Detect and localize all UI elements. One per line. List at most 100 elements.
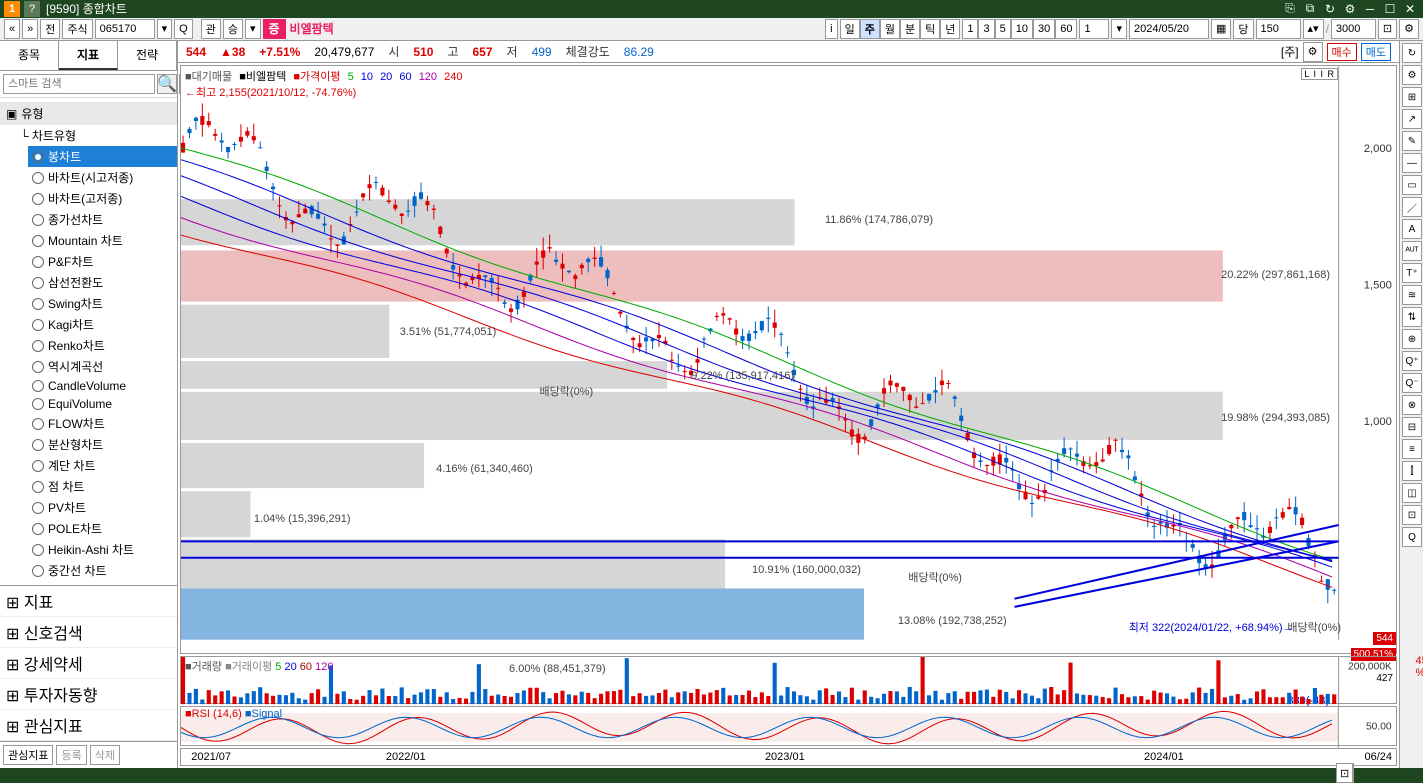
period-일[interactable]: 일 — [840, 19, 860, 39]
bottom-tree-지표[interactable]: ⊞ 지표 — [0, 586, 177, 617]
gear-icon[interactable]: ⚙ — [1399, 19, 1419, 39]
tool-icon-12[interactable]: ⇅ — [1402, 307, 1422, 327]
chart-type-item[interactable]: 점 차트 — [28, 476, 177, 497]
prev-day-button[interactable]: 전 — [40, 19, 60, 39]
minimize-icon[interactable]: ─ — [1361, 1, 1379, 17]
tool-icon-11[interactable]: ≋ — [1402, 285, 1422, 305]
dropdown-icon[interactable]: ▾ — [245, 19, 261, 39]
rsi-chart[interactable]: ■RSI (14,6) ■Signal 50.00 — [180, 706, 1397, 746]
maximize-icon[interactable]: ☐ — [1381, 1, 1399, 17]
period-분[interactable]: 분 — [900, 19, 920, 39]
tool-icon-4[interactable]: ✎ — [1402, 131, 1422, 151]
n1-spinner-icon[interactable]: ▴▾ — [1303, 19, 1324, 39]
n1-input[interactable] — [1256, 19, 1301, 39]
volume-chart[interactable]: ■거래량 ■거래이평 5 20 60 120 200,000K — [180, 656, 1397, 704]
mode-icon[interactable]: ⊡ — [1378, 19, 1397, 39]
dang-button[interactable]: 당 — [1233, 19, 1253, 39]
tool-icon-20[interactable]: ◫ — [1402, 483, 1422, 503]
sell-button[interactable]: 매도 — [1361, 43, 1391, 61]
chart-type-item[interactable]: Mountain 차트 — [28, 230, 177, 251]
pin-icon[interactable]: ⎘ — [1281, 1, 1299, 17]
search-icon[interactable]: 🔍 — [157, 74, 177, 94]
calendar-icon[interactable]: ▦ — [1211, 19, 1231, 39]
tool-icon-17[interactable]: ⊟ — [1402, 417, 1422, 437]
copy-icon[interactable]: ⧉ — [1301, 1, 1319, 17]
tab-전략[interactable]: 전략 — [118, 41, 177, 70]
num-10[interactable]: 10 — [1011, 19, 1033, 39]
chart-type-item[interactable]: P&F차트 — [28, 251, 177, 272]
tool-icon-14[interactable]: Q⁺ — [1402, 351, 1422, 371]
chart-type-item[interactable]: CandleVolume — [28, 377, 177, 395]
chart-type-item[interactable]: 계단 차트 — [28, 455, 177, 476]
tool-icon-1[interactable]: ⚙ — [1402, 65, 1422, 85]
n2-input[interactable] — [1331, 19, 1376, 39]
bottom-tree-관심지표[interactable]: ⊞ 관심지표 — [0, 710, 177, 741]
footer-interest-button[interactable]: 관심지표 — [3, 745, 53, 765]
tool-icon-21[interactable]: ⊡ — [1402, 505, 1422, 525]
seung-button[interactable]: 승 — [223, 19, 243, 39]
chart-type-item[interactable]: 바차트(고저종) — [28, 188, 177, 209]
search-input[interactable] — [3, 74, 155, 94]
nav-back-button[interactable]: « — [4, 19, 20, 39]
tool-icon-10[interactable]: T⁺ — [1402, 263, 1422, 283]
period-주[interactable]: 주 — [860, 19, 880, 39]
chart-type-item[interactable]: 봉차트 — [28, 146, 177, 167]
tab-지표[interactable]: 지표 — [59, 41, 118, 70]
nav-forward-button[interactable]: » — [22, 19, 38, 39]
tool-icon-0[interactable]: ↻ — [1402, 43, 1422, 63]
chart-type-item[interactable]: 중간선 차트 — [28, 560, 177, 581]
tool-icon-18[interactable]: ≡ — [1402, 439, 1422, 459]
info-button[interactable]: i — [825, 19, 837, 39]
tool-icon-13[interactable]: ⊕ — [1402, 329, 1422, 349]
chart-type-item[interactable]: Heikin-Ashi 차트 — [28, 539, 177, 560]
main-chart[interactable]: ■대기매물 ■비엘팜텍 ■가격이평 5 10 20 60 120 240 ←최고… — [180, 65, 1397, 654]
search-q-button[interactable]: ▾ — [157, 19, 173, 39]
num-3[interactable]: 3 — [978, 19, 994, 39]
tool-icon-7[interactable]: ／ — [1402, 197, 1422, 217]
period-년[interactable]: 년 — [940, 19, 960, 39]
footer-delete-button[interactable]: 삭제 — [90, 745, 120, 765]
count-input[interactable] — [1079, 19, 1109, 39]
chart-type-item[interactable]: 종가선차트 — [28, 209, 177, 230]
date-input[interactable] — [1129, 19, 1209, 39]
tool-icon-9[interactable]: ᴬᵁᵀ — [1402, 241, 1422, 261]
chart-type-item[interactable]: POLE차트 — [28, 518, 177, 539]
chart-type-item[interactable]: EquiVolume — [28, 395, 177, 413]
chart-type-item[interactable]: FLOW차트 — [28, 413, 177, 434]
stock-code-input[interactable] — [95, 19, 155, 39]
footer-register-button[interactable]: 등록 — [56, 745, 86, 765]
tool-icon-16[interactable]: ⊗ — [1402, 395, 1422, 415]
tool-icon-22[interactable]: Q — [1402, 527, 1422, 547]
tool-icon-8[interactable]: A — [1402, 219, 1422, 239]
tool-icon-6[interactable]: ▭ — [1402, 175, 1422, 195]
tool-icon-15[interactable]: Q⁻ — [1402, 373, 1422, 393]
chart-type-item[interactable]: 역시계곡선 — [28, 356, 177, 377]
refresh-icon[interactable]: ↻ — [1321, 1, 1339, 17]
num-1[interactable]: 1 — [962, 19, 978, 39]
bottom-tree-신호검색[interactable]: ⊞ 신호검색 — [0, 617, 177, 648]
bottom-tree-투자자동향[interactable]: ⊞ 투자자동향 — [0, 679, 177, 710]
chart-type-item[interactable]: 분산형차트 — [28, 434, 177, 455]
chart-type-item[interactable]: Swing차트 — [28, 293, 177, 314]
period-월[interactable]: 월 — [880, 19, 900, 39]
chart-type-item[interactable]: 삼선전환도 — [28, 272, 177, 293]
period-틱[interactable]: 틱 — [920, 19, 940, 39]
chart-type-item[interactable]: Kagi차트 — [28, 314, 177, 335]
tree-header-type[interactable]: ▣ 유형 — [0, 102, 177, 125]
tool-icon-3[interactable]: ↗ — [1402, 109, 1422, 129]
q-button[interactable]: Q — [174, 19, 193, 39]
chart-type-item[interactable]: Renko차트 — [28, 335, 177, 356]
count-dropdown-icon[interactable]: ▾ — [1111, 19, 1127, 39]
zoom-control-6[interactable]: ⊡ — [1336, 763, 1353, 783]
tool-icon-19[interactable]: ⫿ — [1402, 461, 1422, 481]
buy-button[interactable]: 매수 — [1327, 43, 1357, 61]
stock-type-button[interactable]: 주식 — [62, 19, 92, 39]
num-5[interactable]: 5 — [995, 19, 1011, 39]
settings-icon[interactable]: ⚙ — [1341, 1, 1359, 17]
gwan-button[interactable]: 관 — [201, 19, 221, 39]
num-60[interactable]: 60 — [1055, 19, 1077, 39]
close-icon[interactable]: ✕ — [1401, 1, 1419, 17]
help-icon[interactable]: ? — [24, 1, 40, 17]
tool-icon-2[interactable]: ⊞ — [1402, 87, 1422, 107]
chart-type-item[interactable]: PV차트 — [28, 497, 177, 518]
